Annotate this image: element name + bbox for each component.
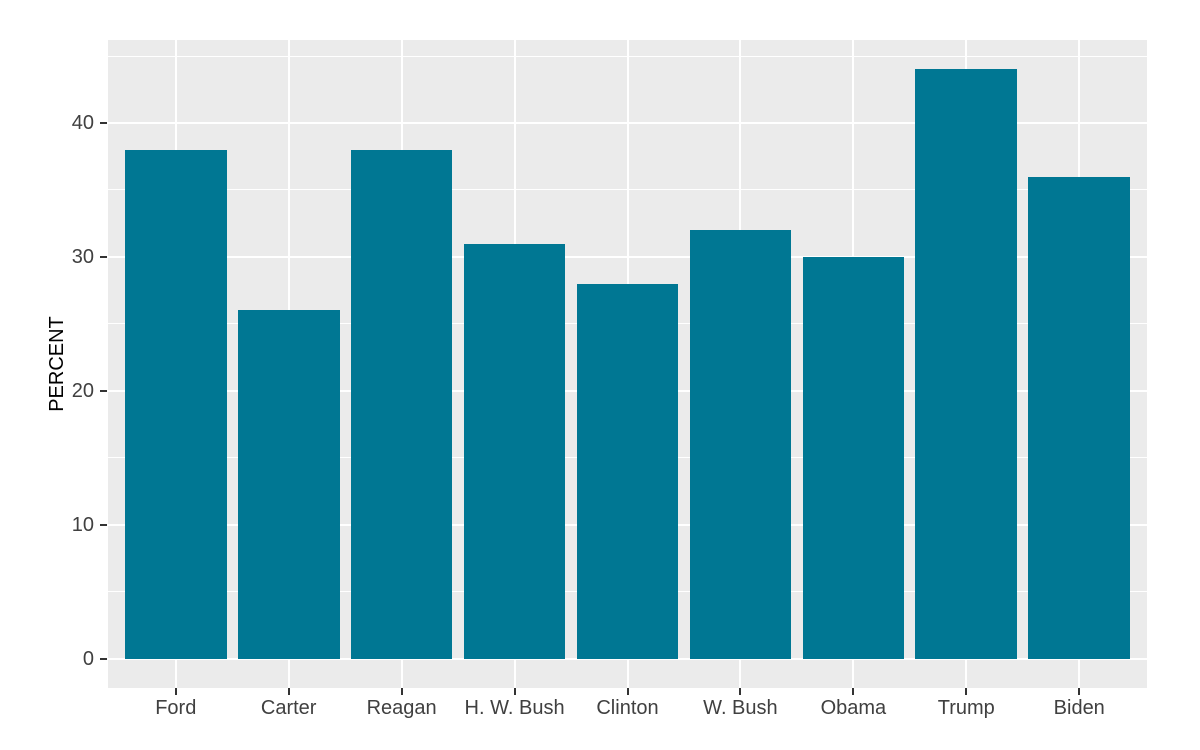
- x-tick-mark: [1078, 688, 1081, 695]
- x-tick-mark: [626, 688, 629, 695]
- y-tick-label: 40: [71, 112, 94, 134]
- y-tick-mark: [100, 389, 107, 392]
- x-tick-label: Ford: [155, 697, 197, 719]
- y-tick-label: 30: [71, 245, 94, 268]
- x-tick-label: W. Bush: [703, 697, 778, 719]
- y-tick-mark: [100, 657, 107, 660]
- bar-h-w-bush: [463, 243, 566, 659]
- x-tick-label: Carter: [260, 697, 317, 719]
- x-tick-mark: [852, 688, 855, 695]
- x-tick-mark: [513, 688, 516, 695]
- bar-carter: [237, 310, 340, 659]
- x-tick-label: H. W. Bush: [464, 697, 565, 719]
- bar-biden: [1028, 176, 1131, 659]
- y-tick-mark: [100, 255, 107, 258]
- bar-obama: [802, 256, 905, 659]
- bar-trump: [915, 69, 1018, 659]
- x-tick-mark: [965, 688, 968, 695]
- bar-ford: [124, 149, 227, 659]
- bar-clinton: [576, 283, 679, 659]
- x-tick-label: Obama: [820, 697, 887, 719]
- plot-panel: [108, 40, 1147, 688]
- x-tick-mark: [739, 688, 742, 695]
- y-tick-mark: [100, 122, 107, 124]
- x-tick-label: Trump: [937, 697, 995, 719]
- y-tick-label: 20: [71, 379, 94, 402]
- x-tick-mark: [400, 688, 403, 695]
- x-tick-label: Biden: [1053, 697, 1105, 719]
- bar-reagan: [350, 149, 453, 659]
- y-tick-mark: [100, 523, 107, 526]
- x-tick-label: Reagan: [366, 697, 437, 719]
- y-tick-label: 10: [71, 513, 94, 536]
- x-tick-label: Clinton: [596, 697, 659, 719]
- x-tick-mark: [174, 688, 177, 695]
- x-tick-mark: [287, 688, 290, 695]
- y-tick-label: 0: [82, 647, 94, 670]
- bar-w-bush: [689, 230, 792, 659]
